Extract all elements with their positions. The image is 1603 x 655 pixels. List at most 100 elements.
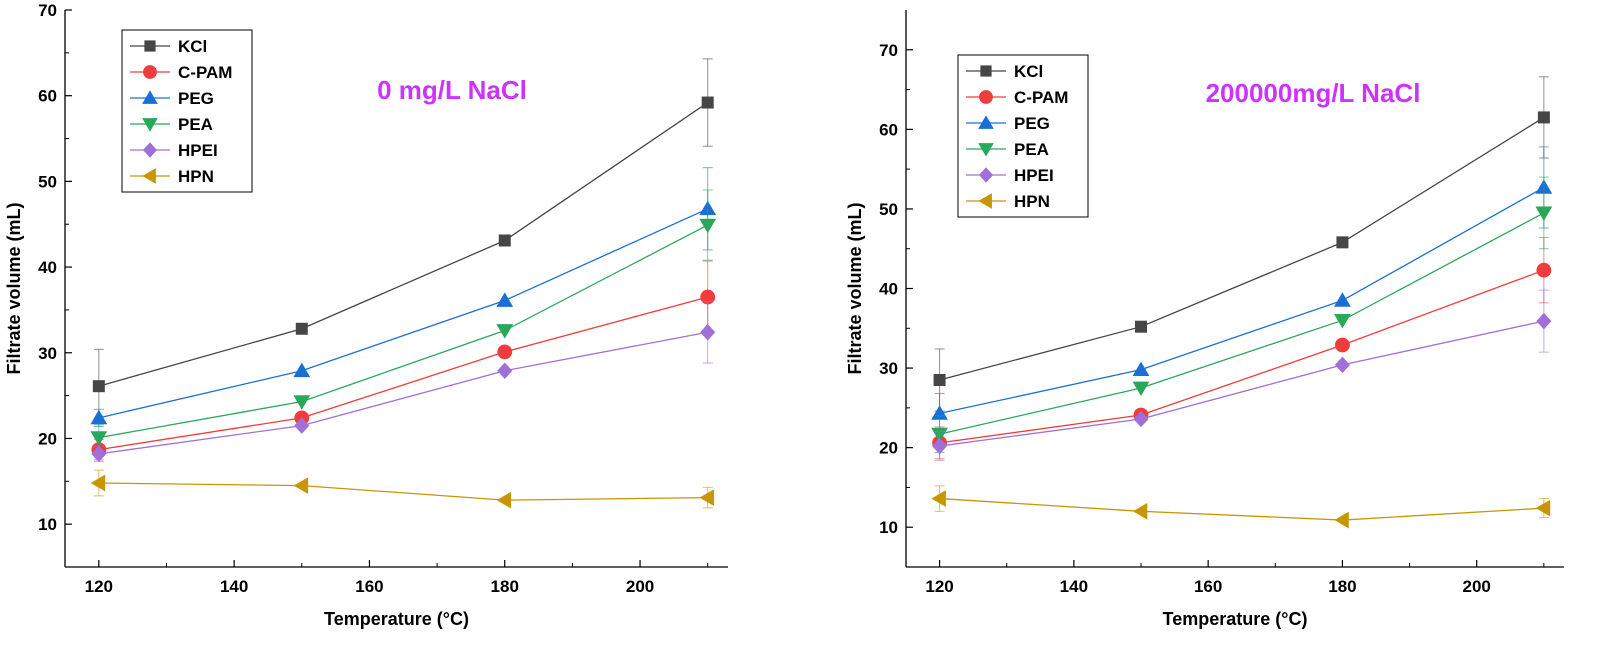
right-y-tick-label: 70 [879, 41, 898, 60]
left-legend-item-peg: PEG [130, 89, 214, 108]
right-series-hpn-point [1535, 499, 1551, 517]
right-legend-item-peg-marker [978, 115, 994, 129]
right-y-axis-label: Filtrate volume (mL) [845, 202, 865, 374]
right-legend-item-hpei-label: HPEI [1014, 166, 1054, 185]
right-annotation: 200000mg/L NaCl [1206, 78, 1421, 108]
right-series-pea-point [1334, 313, 1351, 329]
left-series-peg-point [496, 292, 514, 307]
right-series-hpei-point [932, 437, 948, 455]
left-series-hpn-point [699, 489, 715, 506]
right-series-pea [931, 176, 1553, 453]
left-y-tick-label: 30 [38, 344, 57, 363]
left-legend-item-kcl: KCl [130, 37, 207, 56]
right-series-kcl [933, 76, 1550, 412]
right-y-tick-label: 20 [879, 439, 898, 458]
left-legend-item-kcl-label: KCl [178, 37, 207, 56]
left-series-hpn-line [98, 482, 708, 501]
left-legend-item-hpei-marker [142, 142, 158, 158]
right-legend-item-c-pam-label: C-PAM [1014, 88, 1068, 107]
right-series-pea-line [939, 212, 1545, 435]
right-series-hpei-point [1536, 312, 1552, 330]
right-series-kcl-point [1537, 111, 1550, 124]
left-series-hpei-point [91, 445, 107, 463]
left-x-tick-label: 160 [355, 577, 383, 596]
right-series-c-pam-line [939, 269, 1545, 444]
right-series-peg-point [1132, 361, 1150, 377]
right-series-hpei-point [1133, 410, 1149, 428]
chart-left: 10 20 30 40 50 60 70 120 140 160 180 200 Temperature… [4, 1, 728, 629]
left-series-kcl-point [701, 96, 714, 109]
right-series-hpei-point [1334, 356, 1350, 374]
left-series-hpei [91, 300, 716, 463]
right-series-hpei-line [939, 320, 1544, 447]
left-x-tick-label: 180 [491, 577, 519, 596]
left-series-hpei-point [700, 323, 716, 341]
right-y-tick-label: 60 [879, 120, 898, 139]
right-legend-item-pea: PEA [966, 140, 1049, 159]
left-series-c-pam [91, 260, 716, 461]
left-legend-item-peg-marker [142, 90, 158, 104]
left-series-c-pam-line [98, 296, 708, 451]
right-series-pea-point [1535, 206, 1553, 222]
left-y-tick-label: 40 [38, 258, 57, 277]
left-x-tick-label: 200 [626, 577, 654, 596]
right-legend-item-hpn-marker [978, 193, 992, 209]
left-legend-item-c-pam-marker [143, 65, 157, 79]
left-series-kcl-point [295, 322, 308, 335]
right-legend-item-hpei: HPEI [966, 166, 1054, 185]
right-legend-item-peg-label: PEG [1014, 114, 1050, 133]
right-series-c-pam-point [1335, 337, 1350, 353]
right-series-hpn-line [939, 497, 1544, 521]
right-legend-item-hpn-label: HPN [1014, 192, 1050, 211]
left-series-pea-line [98, 224, 709, 439]
right-series-kcl-point [933, 374, 946, 387]
left-legend-item-c-pam-label: C-PAM [178, 63, 232, 82]
right-x-tick-label: 180 [1328, 577, 1356, 596]
left-series-kcl-point [498, 234, 511, 247]
right-legend-item-c-pam-marker [979, 90, 993, 104]
left-y-axis-label: Filtrate volume (mL) [4, 202, 24, 374]
right-legend-item-kcl-label: KCl [1014, 62, 1043, 81]
left-legend-item-pea: PEA [130, 115, 213, 134]
left-y-tick-label: 60 [38, 87, 57, 106]
left-legend-box [121, 29, 253, 193]
left-legend-item-hpei-label: HPEI [178, 141, 218, 160]
left-legend-item-hpei: HPEI [130, 141, 218, 160]
left-series-peg-line [98, 208, 708, 419]
right-legend-box [957, 54, 1089, 218]
right-y-tick-label: 10 [879, 518, 898, 537]
right-x-tick-label: 140 [1060, 577, 1088, 596]
left-legend-item-c-pam: C-PAM [130, 63, 232, 82]
left-y-tick-label: 10 [38, 515, 57, 534]
right-series-c-pam [932, 237, 1552, 460]
left-series-pea-point [90, 431, 108, 446]
left-series-hpei-point [497, 362, 513, 380]
right-series-peg-line [939, 186, 1545, 415]
right-legend-item-kcl-marker [980, 65, 992, 77]
left-x-tick-label: 120 [85, 577, 113, 596]
left-series-pea-point [293, 395, 311, 410]
chart-right: 10 20 30 40 50 60 70 120 140 160 180 200 Temperature… [845, 10, 1564, 629]
left-y-tick-label: 50 [38, 172, 57, 191]
left-legend-item-pea-marker [142, 118, 158, 132]
left-series-pea-point [496, 324, 514, 339]
right-series-hpn-point [1132, 502, 1148, 520]
left-annotation: 0 mg/L NaCl [377, 75, 527, 105]
right-x-tick-label: 200 [1463, 577, 1491, 596]
left-series-hpn-point [293, 477, 309, 494]
right-series-hpei [932, 289, 1552, 461]
left-series-hpei-line [98, 331, 708, 455]
left-legend-item-peg-label: PEG [178, 89, 214, 108]
left-series-peg-point [293, 362, 311, 378]
right-legend: KCl C-PAM PEG PEA HPEI HPN [957, 54, 1089, 218]
left-legend-item-pea-label: PEA [178, 115, 213, 134]
left-series-pea [90, 189, 717, 451]
right-series-c-pam-point [1536, 262, 1552, 278]
right-series-kcl-point [1134, 320, 1147, 333]
left-legend-item-hpn-marker [142, 168, 156, 184]
left-legend-item-hpn: HPN [130, 167, 214, 186]
left-y-tick-label: 20 [38, 429, 57, 448]
right-series-hpn-point [1334, 511, 1349, 529]
left-series-kcl-point [92, 380, 105, 393]
